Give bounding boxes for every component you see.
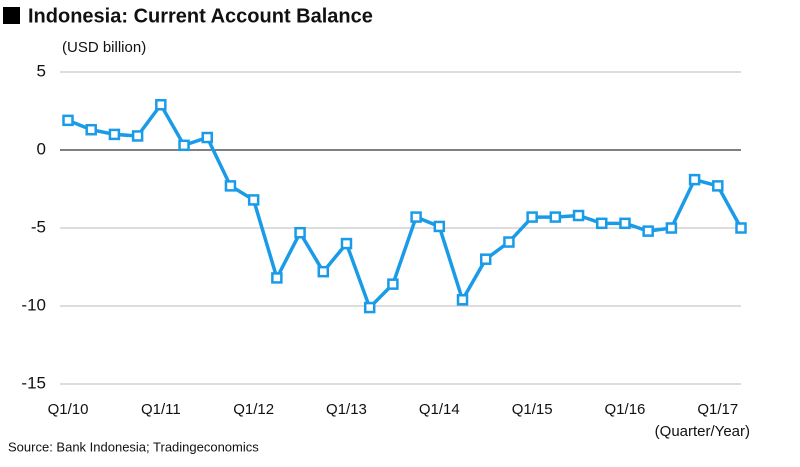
- point: [526, 211, 538, 223]
- point: [479, 253, 492, 265]
- y-tick-label: 0: [37, 139, 46, 158]
- y-tick-label: 5: [37, 61, 46, 80]
- point: [596, 217, 608, 230]
- x-tick-label: Q1/12: [233, 401, 274, 418]
- y-tick-label: -15: [21, 373, 46, 392]
- point: [735, 222, 747, 234]
- point: [410, 211, 422, 223]
- point: [85, 123, 97, 136]
- point: [712, 180, 724, 192]
- x-tick-label: Q1/13: [326, 401, 367, 418]
- point: [340, 237, 353, 250]
- point: [155, 99, 167, 111]
- point: [108, 128, 121, 141]
- x-tick-label: Q1/10: [48, 401, 89, 418]
- point: [572, 209, 585, 222]
- point: [549, 211, 562, 223]
- point: [178, 139, 190, 152]
- x-tick-label: Q1/16: [605, 401, 646, 418]
- point: [271, 272, 283, 284]
- point: [201, 131, 213, 144]
- point: [433, 220, 446, 233]
- point: [62, 114, 74, 127]
- point: [247, 194, 260, 206]
- point: [456, 294, 469, 306]
- point: [317, 265, 330, 278]
- line: [67, 101, 743, 311]
- x-tick-label: Q1/14: [419, 401, 460, 418]
- source: Source: Bank Indonesia; Tradingeconomics: [8, 439, 259, 454]
- y-tick-label: -10: [21, 295, 46, 314]
- x-axis-label: (Quarter/Year): [655, 423, 750, 440]
- x-tick-label: Q1/15: [512, 401, 553, 418]
- y-axis-label: (USD billion): [62, 39, 146, 56]
- point: [131, 130, 144, 142]
- point: [387, 278, 399, 290]
- point: [619, 217, 631, 230]
- point: [642, 225, 654, 237]
- y-tick-label: -5: [31, 217, 46, 236]
- point: [688, 173, 701, 186]
- point: [294, 226, 306, 239]
- chart-title: Indonesia: Current Account Balance: [28, 5, 373, 27]
- x-tick-label: Q1/11: [141, 401, 181, 418]
- point: [363, 301, 376, 314]
- point: [503, 236, 515, 248]
- title-marker: [3, 7, 20, 24]
- point: [665, 222, 678, 234]
- x-tick-label: Q1/17: [697, 401, 738, 418]
- point: [224, 180, 237, 192]
